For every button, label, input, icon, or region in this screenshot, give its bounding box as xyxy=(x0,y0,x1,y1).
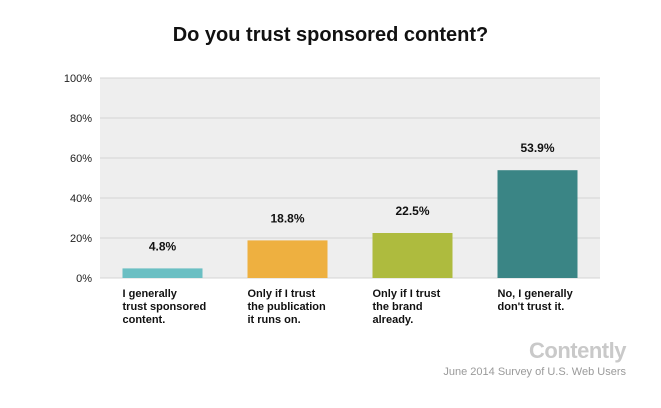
x-tick-label-line: the brand xyxy=(372,301,423,313)
x-tick-label-line: already. xyxy=(372,314,414,326)
x-tick-label-line: No, I generally xyxy=(497,288,573,300)
x-tick-label-line: the publication xyxy=(247,301,326,313)
bar-2 xyxy=(247,240,328,278)
x-tick-label-4: No, I generally don't trust it. xyxy=(498,288,608,314)
x-tick-label-line: don't trust it. xyxy=(497,301,565,313)
y-tick-label: 100% xyxy=(64,73,92,85)
y-tick-label: 80% xyxy=(70,113,92,125)
x-tick-label-2: Only if I trust the publication it runs on… xyxy=(248,288,358,327)
data-labels: 4.8% 18.8% 22.5% 53.9% xyxy=(149,141,555,253)
x-tick-label-line: it runs on. xyxy=(247,314,301,326)
bar-4 xyxy=(497,170,578,278)
y-axis-ticks: 0% 20% 40% 60% 80% 100% xyxy=(64,73,92,285)
contently-logo: Contently xyxy=(529,338,626,363)
data-label-2: 18.8% xyxy=(270,211,304,225)
y-tick-label: 40% xyxy=(70,193,92,205)
y-tick-label: 20% xyxy=(70,233,92,245)
x-tick-label-line: Only if I trust xyxy=(372,288,441,300)
source-note: June 2014 Survey of U.S. Web Users xyxy=(443,366,626,378)
bar-3 xyxy=(372,233,453,278)
x-tick-label-line: content. xyxy=(122,314,166,326)
x-tick-label-3: Only if I trust the brand already. xyxy=(373,288,483,327)
y-tick-label: 0% xyxy=(76,273,92,285)
bars xyxy=(122,170,578,278)
data-label-3: 22.5% xyxy=(395,204,429,218)
x-tick-label-1: I generally trust sponsored content. xyxy=(123,288,233,327)
x-tick-label-line: Only if I trust xyxy=(247,288,316,300)
chart-title: Do you trust sponsored content? xyxy=(172,24,489,46)
x-tick-label-line: I generally xyxy=(122,288,177,300)
data-label-4: 53.9% xyxy=(520,141,554,155)
y-tick-label: 60% xyxy=(70,153,92,165)
bar-1 xyxy=(122,268,203,278)
x-tick-label-line: trust sponsored xyxy=(122,301,207,313)
data-label-1: 4.8% xyxy=(149,239,177,253)
